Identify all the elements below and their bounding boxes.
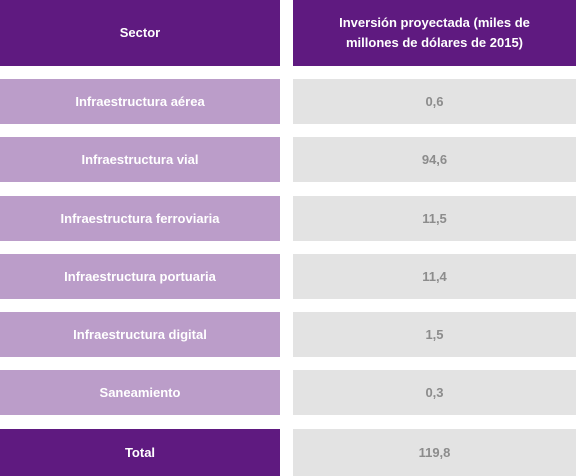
table-row-value: 94,6	[293, 137, 576, 182]
total-value: 119,8	[293, 429, 576, 476]
header-investment: Inversión proyectada (miles de millones …	[293, 0, 576, 66]
table-row-value: 0,6	[293, 79, 576, 124]
table-row-sector: Saneamiento	[0, 370, 280, 415]
table-row-sector: Infraestructura digital	[0, 312, 280, 357]
table-row-value: 1,5	[293, 312, 576, 357]
table-row-sector: Infraestructura portuaria	[0, 254, 280, 299]
table-row-sector: Infraestructura ferroviaria	[0, 196, 280, 241]
header-sector: Sector	[0, 0, 280, 66]
table-row-sector: Infraestructura aérea	[0, 79, 280, 124]
total-label: Total	[0, 429, 280, 476]
table-row-value: 0,3	[293, 370, 576, 415]
table-row-value: 11,4	[293, 254, 576, 299]
table-row-sector: Infraestructura vial	[0, 137, 280, 182]
table-row-value: 11,5	[293, 196, 576, 241]
